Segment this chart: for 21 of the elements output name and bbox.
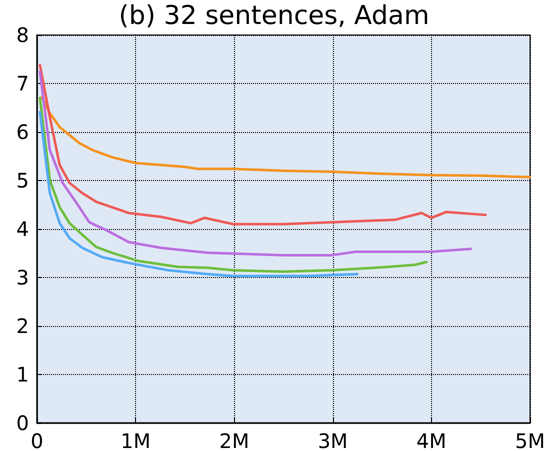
- y-tick-label: 8: [16, 23, 29, 47]
- x-tick-label: 5M: [515, 429, 545, 451]
- y-tick-label: 0: [16, 411, 29, 435]
- x-tick-label: 0: [30, 429, 44, 451]
- line-series: [38, 96, 428, 273]
- line-series: [40, 96, 532, 178]
- y-tick-label: 4: [16, 217, 29, 241]
- x-tick-label: 2M: [219, 429, 250, 451]
- x-tick-label: 3M: [318, 429, 348, 451]
- y-tick-label: 7: [16, 72, 29, 96]
- chart-title: (b) 32 sentences, Adam: [118, 1, 430, 31]
- y-tick-label: 1: [16, 362, 29, 386]
- y-tick-label: 3: [16, 266, 29, 290]
- y-tick-label: 5: [16, 168, 29, 192]
- y-tick-label: 2: [16, 314, 29, 338]
- line-series: [38, 70, 472, 256]
- line-series: [38, 64, 487, 226]
- x-tick-label: 4M: [416, 429, 446, 451]
- x-tick-label: 1M: [120, 429, 151, 451]
- y-tick-label: 6: [16, 120, 29, 144]
- line-series: [38, 110, 359, 278]
